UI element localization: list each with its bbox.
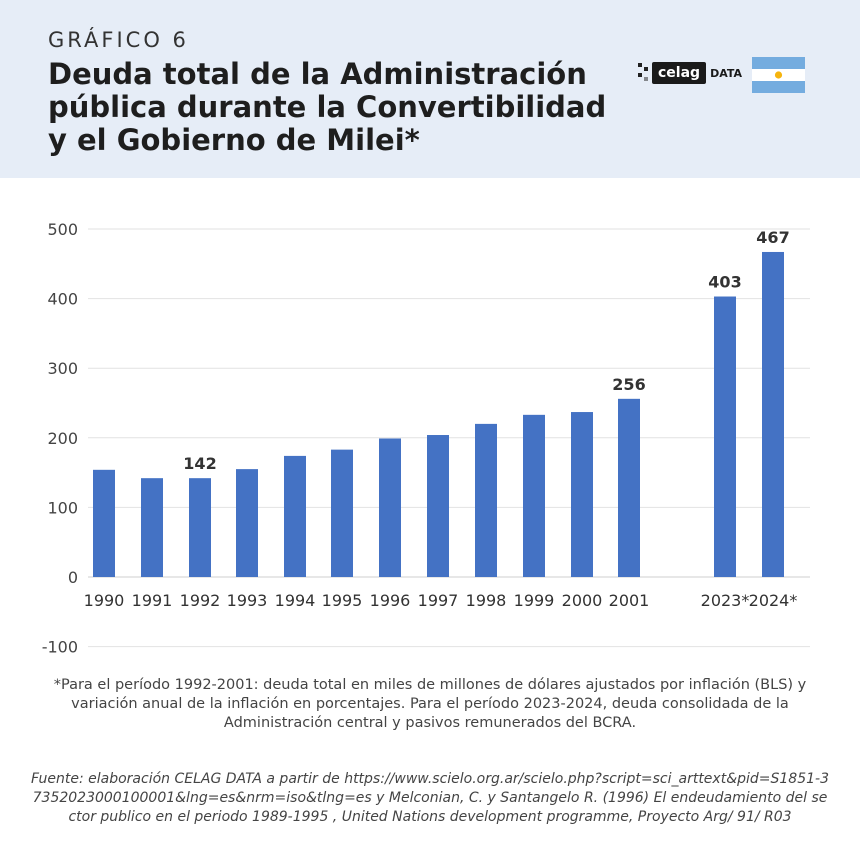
x-tick-label: 2024*: [749, 591, 798, 610]
data-label: 467: [756, 228, 789, 247]
chart-source: Fuente: elaboración CELAG DATA a partir …: [31, 771, 829, 825]
x-tick-label: 1994: [275, 591, 316, 610]
argentina-flag-icon: [752, 57, 805, 93]
bar: [189, 478, 211, 577]
data-label: 256: [612, 375, 645, 394]
bar: [714, 296, 736, 577]
data-label: 403: [708, 273, 741, 292]
header-band: GRÁFICO 6 Deuda total de la Administraci…: [0, 0, 860, 178]
bar: [331, 449, 353, 577]
bar: [284, 455, 306, 577]
x-tick-label: 1995: [322, 591, 363, 610]
pixel-logo-icon: [638, 61, 650, 85]
y-tick-label: 300: [47, 359, 78, 378]
x-tick-label: 1993: [227, 591, 268, 610]
x-tick-label: 2023*: [701, 591, 750, 610]
chart-footnote: *Para el período 1992-2001: deuda total …: [53, 677, 807, 731]
data-label: 142: [183, 454, 216, 473]
chart-title: Deuda total de la Administración pública…: [48, 57, 607, 157]
y-tick-label: 400: [47, 290, 78, 309]
bar-chart: 500 400 300 200 100 0 -100 1990 1991 1992 142 1993 1…: [42, 220, 810, 657]
bar: [427, 435, 449, 577]
x-tick-label: 1999: [514, 591, 555, 610]
celag-logo: celag DATA: [638, 60, 742, 86]
y-tick-label: 100: [47, 498, 78, 517]
x-tick-label: 1998: [466, 591, 507, 610]
bar: [762, 251, 784, 577]
bar: [379, 438, 401, 577]
logo-suffix: DATA: [710, 66, 743, 80]
y-tick-label: -100: [42, 638, 78, 657]
logo-text: celag: [652, 62, 707, 84]
bar: [618, 398, 640, 577]
chart-kicker: GRÁFICO 6: [48, 28, 189, 52]
bar: [236, 469, 258, 577]
y-tick-label: 0: [68, 568, 78, 587]
y-tick-label: 500: [47, 220, 78, 239]
bar: [475, 423, 497, 577]
bar: [523, 414, 545, 577]
y-tick-label: 200: [47, 429, 78, 448]
x-tick-label: 2001: [609, 591, 650, 610]
bar: [93, 469, 115, 577]
x-tick-label: 1990: [84, 591, 125, 610]
x-tick-label: 1997: [418, 591, 459, 610]
x-tick-label: 1991: [132, 591, 173, 610]
x-tick-label: 2000: [562, 591, 603, 610]
bar: [141, 478, 163, 577]
x-tick-label: 1996: [370, 591, 411, 610]
bar: [571, 412, 593, 577]
x-tick-label: 1992: [180, 591, 221, 610]
